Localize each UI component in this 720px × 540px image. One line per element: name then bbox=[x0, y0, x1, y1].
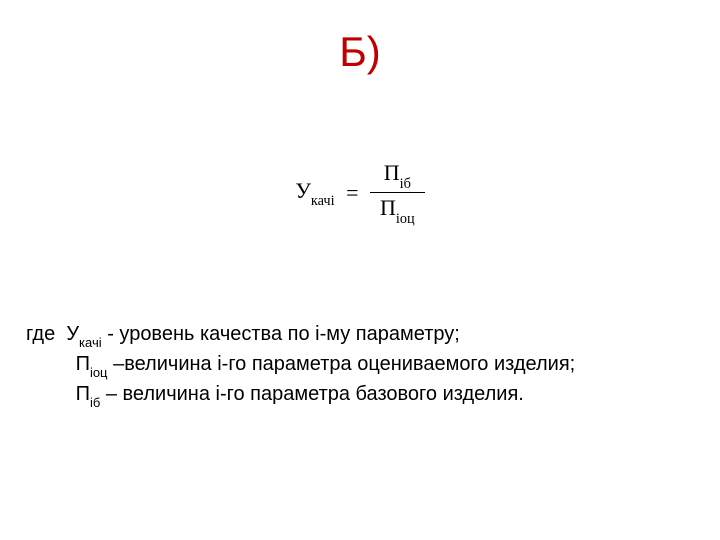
legend-text-1: –величина i-го параметра оцениваемого из… bbox=[108, 353, 576, 375]
formula-fraction: Піб Піоц bbox=[370, 160, 425, 226]
formula-lhs: Укачі bbox=[295, 178, 334, 208]
slide-title: Б) bbox=[0, 28, 720, 76]
den-sub: іоц bbox=[396, 211, 415, 227]
formula: Укачі = Піб Піоц bbox=[0, 160, 720, 226]
num-base: П bbox=[384, 160, 400, 185]
legend-sym-2: Піб bbox=[76, 383, 101, 405]
legend-text-0: - уровень качества по i-му параметру; bbox=[102, 323, 460, 345]
legend-block: где Укачі - уровень качества по i-му пар… bbox=[26, 320, 700, 411]
legend-line-0: где Укачі - уровень качества по i-му пар… bbox=[26, 320, 700, 350]
legend-line-2: Піб – величина i-го параметра базового и… bbox=[26, 380, 700, 410]
legend-line-1: Піоц –величина i-го параметра оцениваемо… bbox=[26, 350, 700, 380]
num-sub: іб bbox=[400, 176, 411, 192]
slide-page: Б) Укачі = Піб Піоц где Укачі - уровень … bbox=[0, 0, 720, 540]
legend-sym-1: Піоц bbox=[76, 353, 108, 375]
lhs-sub: качі bbox=[311, 193, 335, 209]
formula-denominator: Піоц bbox=[370, 193, 425, 225]
legend-text-2: – величина i-го параметра базового издел… bbox=[100, 383, 524, 405]
den-base: П bbox=[380, 195, 396, 220]
lhs-base: У bbox=[295, 178, 311, 203]
formula-numerator: Піб bbox=[370, 160, 425, 193]
title-text: Б) bbox=[339, 28, 381, 75]
formula-equals: = bbox=[340, 180, 364, 206]
legend-sym-0: Укачі bbox=[66, 323, 101, 345]
legend-where: где bbox=[26, 323, 55, 345]
